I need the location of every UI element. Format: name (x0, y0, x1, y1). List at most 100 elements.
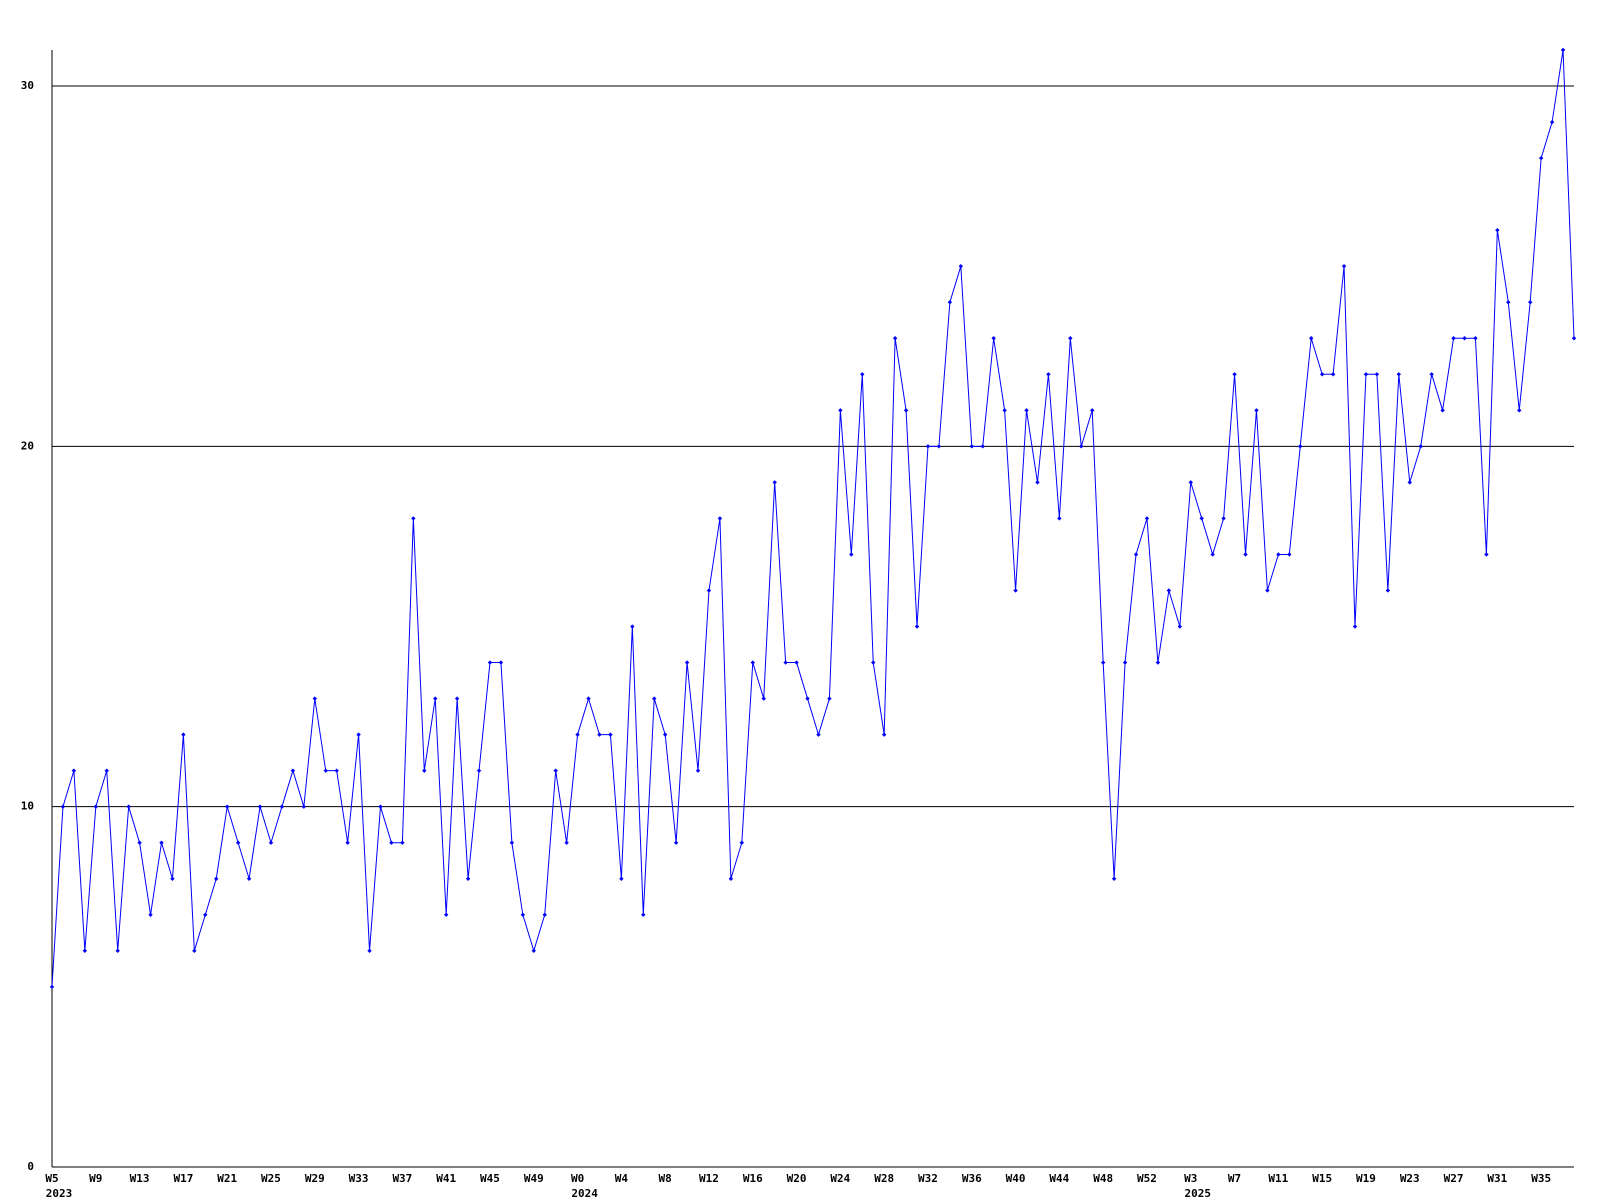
data-point (1046, 372, 1051, 377)
data-point (575, 732, 580, 737)
data-point (104, 768, 109, 773)
data-point (662, 732, 668, 737)
data-line (51, 49, 1575, 987)
data-point (1254, 408, 1259, 413)
data-point (750, 660, 755, 665)
data-point (1276, 552, 1281, 557)
x-tick-label: W49 (524, 1172, 544, 1185)
data-point (1341, 263, 1347, 269)
data-point (1090, 408, 1095, 413)
data-point (301, 804, 307, 809)
data-point (1079, 444, 1084, 449)
x-tick-label: W19 (1356, 1172, 1376, 1185)
data-point (630, 624, 635, 629)
x-year-label: 2025 (1185, 1187, 1212, 1200)
data-point (1363, 372, 1369, 377)
data-point (1068, 336, 1073, 341)
data-point (367, 948, 372, 954)
data-point (881, 732, 887, 737)
x-tick-label: W32 (918, 1172, 938, 1185)
x-tick-label: W25 (261, 1172, 281, 1185)
x-tick-label: W0 (571, 1172, 584, 1185)
data-point (783, 660, 788, 665)
data-point (947, 300, 953, 305)
data-point (1013, 588, 1018, 593)
x-tick-label: W40 (1006, 1172, 1026, 1185)
data-point (93, 804, 98, 809)
data-point (1144, 516, 1150, 521)
data-point (443, 912, 449, 917)
data-point (673, 840, 679, 845)
data-point (695, 768, 701, 773)
x-tick-label: W29 (305, 1172, 325, 1185)
data-point (71, 768, 77, 773)
data-point (1133, 552, 1139, 557)
data-point (849, 552, 854, 557)
data-point (652, 696, 657, 701)
data-point (903, 408, 909, 413)
data-point (728, 876, 734, 881)
x-tick-label: W9 (89, 1172, 102, 1185)
data-point (1100, 660, 1106, 665)
data-point (1352, 624, 1358, 629)
data-point (400, 840, 405, 845)
data-point (82, 948, 88, 954)
data-point (641, 912, 646, 917)
data-point (914, 624, 920, 629)
x-tick-label: W24 (830, 1172, 850, 1185)
data-point (246, 876, 252, 881)
data-point (1330, 372, 1336, 377)
data-point (1560, 47, 1566, 53)
data-point (290, 768, 296, 773)
data-point (487, 660, 493, 665)
data-point (969, 444, 974, 449)
data-point (816, 732, 821, 737)
data-point (958, 263, 964, 269)
x-tick-label: W8 (659, 1172, 672, 1185)
x-tick-label: W4 (615, 1172, 629, 1185)
x-tick-label: W15 (1312, 1172, 1332, 1185)
data-point (389, 840, 394, 845)
data-point (465, 876, 471, 881)
data-point (257, 804, 263, 809)
data-point (619, 876, 624, 881)
data-point (1111, 876, 1117, 881)
data-point (1287, 552, 1292, 557)
data-point (860, 372, 865, 377)
data-point (991, 336, 996, 341)
data-point (214, 876, 219, 881)
data-point (137, 840, 142, 845)
x-tick-label: W16 (743, 1172, 763, 1185)
data-point (1035, 480, 1040, 485)
data-point (1265, 588, 1270, 593)
x-tick-label: W44 (1049, 1172, 1069, 1185)
data-point (422, 768, 427, 773)
data-point (476, 768, 482, 773)
data-point (936, 444, 942, 449)
data-point (509, 840, 515, 845)
x-tick-label: W31 (1487, 1172, 1507, 1185)
data-point (126, 804, 131, 809)
x-tick-label: W23 (1400, 1172, 1420, 1185)
data-point (1166, 588, 1172, 593)
data-point (1451, 336, 1456, 341)
data-point (1407, 480, 1412, 485)
x-year-label: 2024 (571, 1187, 598, 1200)
data-point (279, 804, 285, 809)
x-year-label: 2023 (46, 1187, 73, 1200)
data-point (148, 912, 153, 917)
data-point (1462, 336, 1467, 341)
data-point (268, 840, 274, 845)
data-point (1309, 336, 1314, 341)
data-point (181, 732, 186, 737)
y-tick-label: 30 (21, 79, 34, 92)
data-point (1002, 408, 1007, 413)
data-point (827, 696, 832, 701)
data-point (1221, 516, 1226, 521)
data-point (684, 660, 690, 665)
x-tick-label: W5 (45, 1172, 58, 1185)
data-point (1528, 300, 1533, 305)
data-point (564, 840, 569, 845)
y-tick-label: 20 (21, 439, 34, 452)
data-point (378, 804, 383, 809)
